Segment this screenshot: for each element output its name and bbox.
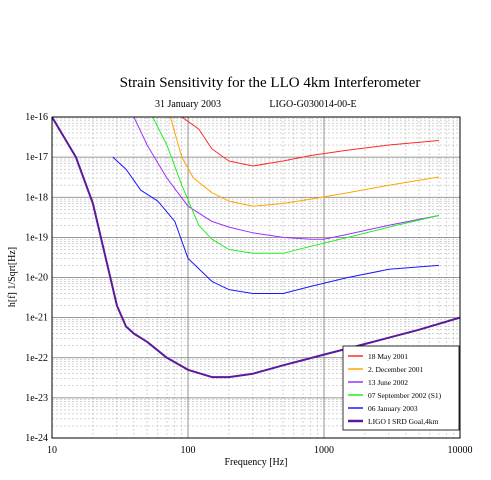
plot-series [52, 117, 460, 379]
y-tick-label: 1e-19 [25, 232, 48, 243]
series-line-2 [152, 117, 439, 207]
legend-label: 18 May 2001 [368, 352, 408, 361]
chart-subtitle-date: 31 January 2003 [155, 99, 221, 110]
chart-legend: 18 May 2001 2. December 2001 13 June 2002 0… [342, 345, 460, 431]
axis-tick-labels: 10 100 1000 10000 1e-16 1e-17 1e-18 1e-19 1e-20 1… [25, 112, 472, 456]
series-line-1 [152, 117, 439, 167]
series-line-4 [152, 117, 440, 254]
x-tick-label: 10 [47, 445, 57, 456]
legend-label: LIGO I SRD Goal,4km [368, 417, 439, 426]
series-line-3 [133, 117, 439, 240]
series-line-5 [112, 156, 439, 294]
y-tick-label: 1e-23 [25, 393, 48, 404]
y-tick-label: 1e-20 [25, 273, 48, 284]
legend-label: 13 June 2002 [368, 378, 408, 387]
legend-label: 07 September 2002 (S1) [368, 391, 442, 400]
x-tick-label: 1000 [314, 445, 334, 456]
y-tick-label: 1e-24 [25, 433, 48, 444]
chart-title: Strain Sensitivity for the LLO 4km Inter… [120, 75, 421, 91]
series-line-6 [52, 117, 460, 379]
y-tick-label: 1e-16 [25, 112, 48, 123]
y-axis-label: h[f] 1/Sqrt[Hz] [7, 247, 18, 307]
y-tick-label: 1e-22 [25, 353, 48, 364]
y-tick-label: 1e-21 [25, 313, 48, 324]
x-tick-label: 100 [181, 445, 196, 456]
legend-label: 06 January 2003 [368, 404, 418, 413]
chart-subtitle-doc: LIGO-G030014-00-E [269, 99, 356, 110]
y-tick-label: 1e-18 [25, 192, 48, 203]
y-tick-label: 1e-17 [25, 152, 48, 163]
x-axis-label: Frequency [Hz] [224, 457, 287, 468]
x-tick-label: 10000 [448, 445, 473, 456]
legend-box [342, 345, 460, 431]
legend-label: 2. December 2001 [368, 365, 423, 374]
plot-frame [51, 116, 461, 439]
